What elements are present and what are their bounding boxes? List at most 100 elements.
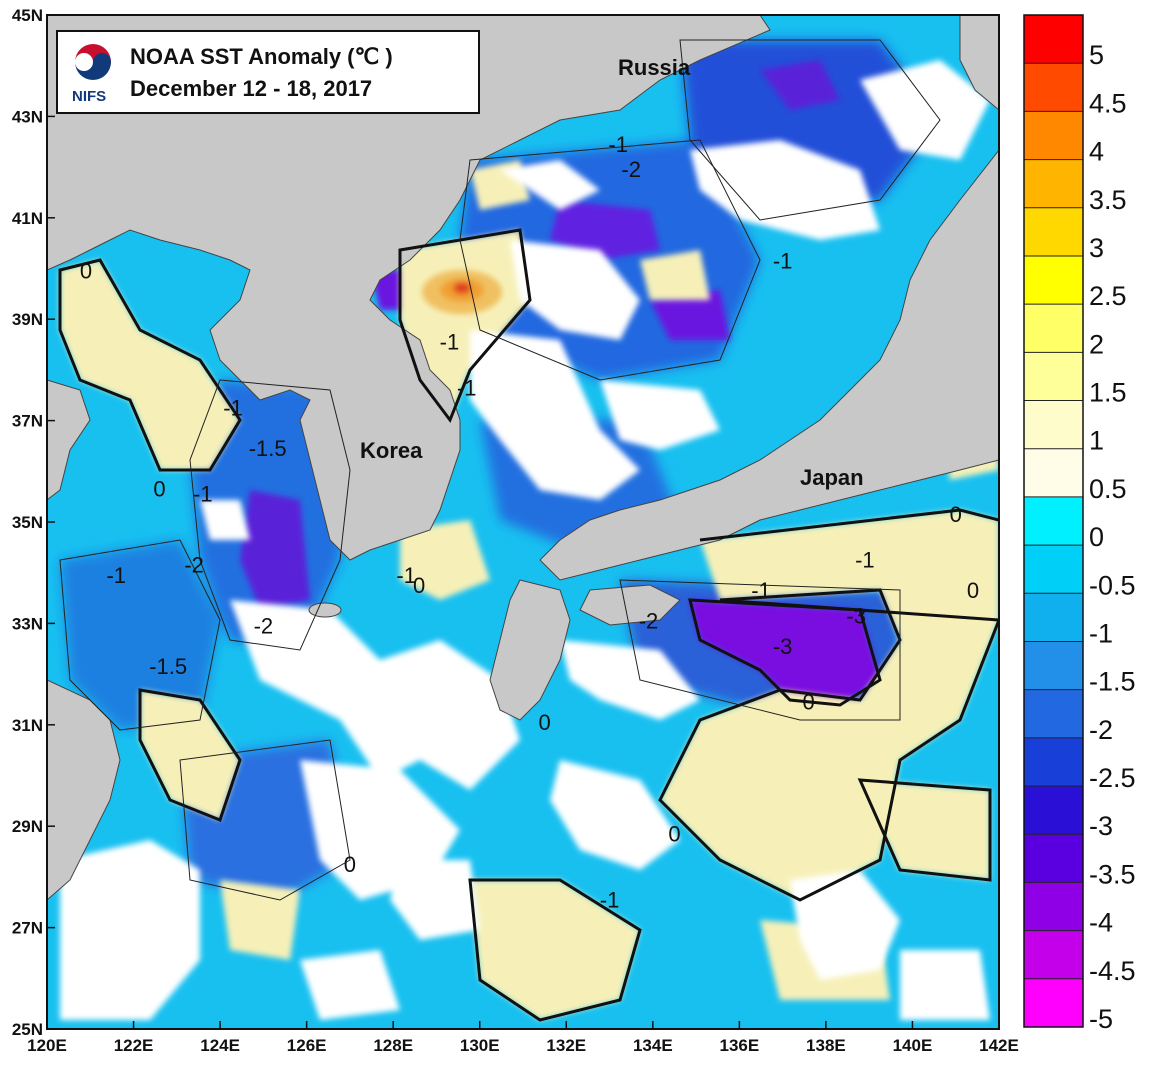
map-title: NOAA SST Anomaly (℃ ) xyxy=(130,44,393,69)
contour-value-label: -2 xyxy=(621,157,641,182)
anomaly-contours xyxy=(58,39,999,1022)
colorbar-swatch xyxy=(1024,930,1083,980)
y-tick-label: 45N xyxy=(12,6,43,25)
colorbar-label: 3 xyxy=(1089,233,1104,263)
japan-kyushu xyxy=(489,579,571,721)
colorbar-label: -1.5 xyxy=(1089,667,1136,697)
contour-value-label: -1 xyxy=(751,578,771,603)
contour-value-label: -1.5 xyxy=(249,436,287,461)
colorbar-swatch xyxy=(1024,63,1083,112)
colorbar-swatch xyxy=(1024,111,1083,161)
x-tick-label: 134E xyxy=(633,1036,673,1055)
x-tick-label: 120E xyxy=(27,1036,67,1055)
colorbar-label: -5 xyxy=(1089,1004,1113,1034)
colorbar-swatch xyxy=(1024,882,1083,932)
colorbar-frame xyxy=(1023,14,1084,1028)
x-tick-label: 140E xyxy=(893,1036,933,1055)
contour-value-label: 0 xyxy=(967,578,979,603)
colorbar-label: -4.5 xyxy=(1089,956,1136,986)
colorbar-swatch xyxy=(1024,641,1083,691)
x-tick-label: 128E xyxy=(373,1036,413,1055)
x-tick-label: 130E xyxy=(460,1036,500,1055)
colorbar-label: -4 xyxy=(1089,908,1113,938)
map-date-range: December 12 - 18, 2017 xyxy=(130,76,373,101)
colorbar-swatch xyxy=(1024,255,1083,305)
x-tick-label: 126E xyxy=(287,1036,327,1055)
contour-labels: 0-1-1.50 -1-2-1-2-1.5-10-1-1-1-2-1-2-1-1-… xyxy=(80,132,979,912)
contour-value-label: -1 xyxy=(440,330,460,355)
colorbar-label: -2 xyxy=(1089,715,1113,745)
x-tick-label: 136E xyxy=(720,1036,760,1055)
colorbar-swatch xyxy=(1024,737,1083,787)
colorbar-label: 3.5 xyxy=(1089,185,1127,215)
x-tick-label: 132E xyxy=(546,1036,586,1055)
title-box: NIFS NOAA SST Anomaly (℃ ) December 12 -… xyxy=(56,30,480,114)
x-tick-label: 124E xyxy=(200,1036,240,1055)
contour-value-label: -1 xyxy=(193,482,213,507)
colorbar-swatch xyxy=(1024,207,1083,257)
colorbar-swatch xyxy=(1024,545,1083,594)
colorbar-label: -0.5 xyxy=(1089,570,1136,600)
y-tick-label: 29N xyxy=(12,817,43,836)
colorbar-label: 5 xyxy=(1089,40,1104,70)
contour-value-label: 0 xyxy=(539,710,551,735)
contour-value-label: -1 xyxy=(396,563,416,588)
contour-value-label: -1.5 xyxy=(149,654,187,679)
colorbar-swatch xyxy=(1024,352,1083,402)
colorbar-swatch xyxy=(1024,159,1083,209)
contour-value-label: -2 xyxy=(184,553,204,578)
nifs-logo: NIFS xyxy=(66,40,120,110)
colorbar-swatch xyxy=(1024,593,1083,642)
y-axis-ticks: 45N 43N 41N 39N 37N 35N 33N 31N 29N 27N 25N xyxy=(12,6,55,1039)
contour-value-label: -1 xyxy=(106,563,126,588)
map-plot-area: 0-1-1.50 -1-2-1-2-1.5-10-1-1-1-2-1-2-1-1-… xyxy=(47,15,999,1029)
colorbar-label: 0 xyxy=(1089,522,1104,552)
x-tick-label: 122E xyxy=(114,1036,154,1055)
contour-value-label: 0 xyxy=(344,852,356,877)
place-russia: Russia xyxy=(618,55,691,80)
colorbar-label: 4 xyxy=(1089,137,1104,167)
contour-value-label: 0 xyxy=(950,502,962,527)
logo-text: NIFS xyxy=(72,88,107,105)
y-tick-label: 25N xyxy=(12,1020,43,1039)
colorbar-label: -3.5 xyxy=(1089,859,1136,889)
colorbar-label: 2.5 xyxy=(1089,281,1127,311)
colorbar-label: -3 xyxy=(1089,811,1113,841)
jeju-island xyxy=(308,602,342,618)
contour-value-label: -1 xyxy=(855,548,875,573)
colorbar-swatch xyxy=(1024,15,1083,64)
y-tick-label: 39N xyxy=(12,310,43,329)
contour-value-label: -1 xyxy=(773,249,793,274)
y-tick-label: 27N xyxy=(12,919,43,938)
land xyxy=(47,15,999,901)
colorbar-swatch xyxy=(1024,978,1083,1028)
colorbar-swatch xyxy=(1024,400,1083,450)
contour-value-label: 0 xyxy=(668,821,680,846)
japan-honshu xyxy=(539,149,999,581)
contour-value-label: -1 xyxy=(457,375,477,400)
hot-anomaly-region xyxy=(422,270,502,314)
contour-value-label: -1 xyxy=(223,396,243,421)
colorbar-swatch xyxy=(1024,689,1083,739)
contour-value-label: -2 xyxy=(254,614,274,639)
contour-value-label: -3 xyxy=(846,603,866,628)
japan-shikoku xyxy=(579,584,681,626)
colorbar-label: 0.5 xyxy=(1089,474,1127,504)
contour-value-label: -1 xyxy=(608,132,628,157)
colorbar-label: 4.5 xyxy=(1089,88,1127,118)
y-tick-label: 37N xyxy=(12,412,43,431)
colorbar-label: -1 xyxy=(1089,618,1113,648)
contour-value-label: -3 xyxy=(773,634,793,659)
colorbar-swatch xyxy=(1024,448,1083,498)
contour-value-label: -2 xyxy=(639,608,659,633)
contour-value-label: 0 xyxy=(413,573,425,598)
y-tick-label: 35N xyxy=(12,513,43,532)
place-korea: Korea xyxy=(360,438,423,463)
y-tick-label: 43N xyxy=(12,107,43,126)
colorbar-swatch xyxy=(1024,496,1083,546)
colorbar-label: 1.5 xyxy=(1089,378,1127,408)
colorbar-swatch xyxy=(1024,834,1083,883)
japan-hokkaido xyxy=(959,15,999,111)
contour-value-label: 0 xyxy=(802,690,814,715)
